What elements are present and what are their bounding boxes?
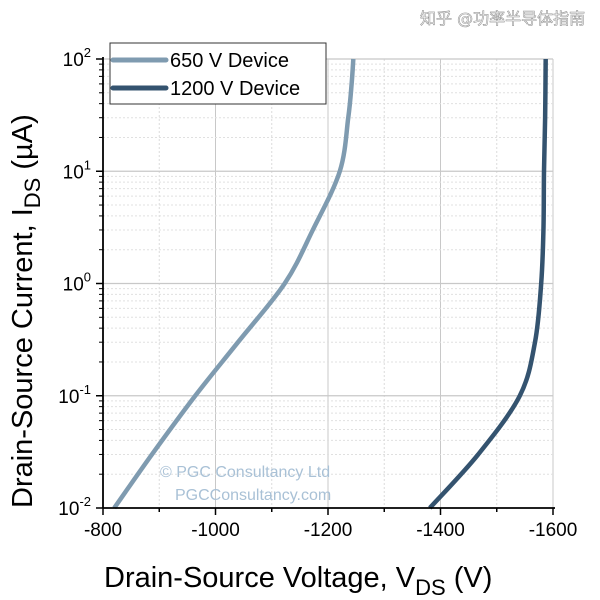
y-tick-label: 101 [63, 157, 91, 183]
x-tick-label: -1600 [529, 520, 578, 541]
watermark-line1: © PGC Consultancy Ltd [160, 464, 330, 481]
x-axis-label: Drain-Source Voltage, VDS (V) [104, 562, 492, 600]
y-tick-exponent: 1 [84, 157, 91, 172]
y-axis-label-sub: DS [20, 178, 45, 209]
y-axis-label-main: Drain-Source Current, I [7, 208, 39, 508]
x-tick-label: -1400 [416, 520, 465, 541]
y-tick-base: 10 [63, 162, 84, 183]
y-tick-exponent: 2 [84, 45, 91, 60]
y-tick-label: 102 [63, 45, 91, 71]
y-axis-label-unit: (µA) [7, 114, 39, 177]
x-axis-label-unit: (V) [446, 562, 493, 594]
y-tick-base: 10 [63, 275, 84, 296]
y-tick-exponent: -2 [79, 494, 91, 509]
y-tick-label: 10-1 [58, 382, 91, 408]
y-tick-label: 100 [63, 270, 91, 296]
legend-label-1200v: 1200 V Device [170, 78, 300, 100]
series-line-650v [112, 58, 356, 510]
y-tick-exponent: -1 [79, 382, 91, 397]
series-group [112, 58, 548, 510]
axes: -800 -1000 -1200 -1400 -160010-210-110010110… [58, 45, 577, 541]
series-line-1200v [428, 58, 548, 510]
y-axis-label: Drain-Source Current, IDS (µA) [7, 114, 45, 508]
x-tick-label: -1000 [191, 520, 240, 541]
y-tick-base: 10 [58, 499, 79, 520]
x-axis-label-main: Drain-Source Voltage, V [104, 562, 416, 594]
legend: 650 V Device 1200 V Device [109, 42, 327, 105]
y-tick-base: 10 [58, 387, 79, 408]
y-tick-label: 10-2 [58, 494, 91, 520]
legend-box [109, 42, 327, 105]
x-tick-label: -1200 [304, 520, 353, 541]
x-axis-label-sub: DS [415, 575, 446, 600]
y-tick-base: 10 [63, 50, 84, 71]
watermark-line2: PGCConsultancy.com [175, 487, 331, 504]
legend-label-650v: 650 V Device [170, 50, 289, 72]
x-tick-label: -800 [84, 520, 122, 541]
y-tick-exponent: 0 [84, 270, 91, 285]
watermark: © PGC Consultancy Ltd PGCConsultancy.com [160, 464, 331, 504]
zhihu-watermark: 知乎 @功率半导体指南 [420, 9, 585, 28]
grid [103, 58, 554, 508]
